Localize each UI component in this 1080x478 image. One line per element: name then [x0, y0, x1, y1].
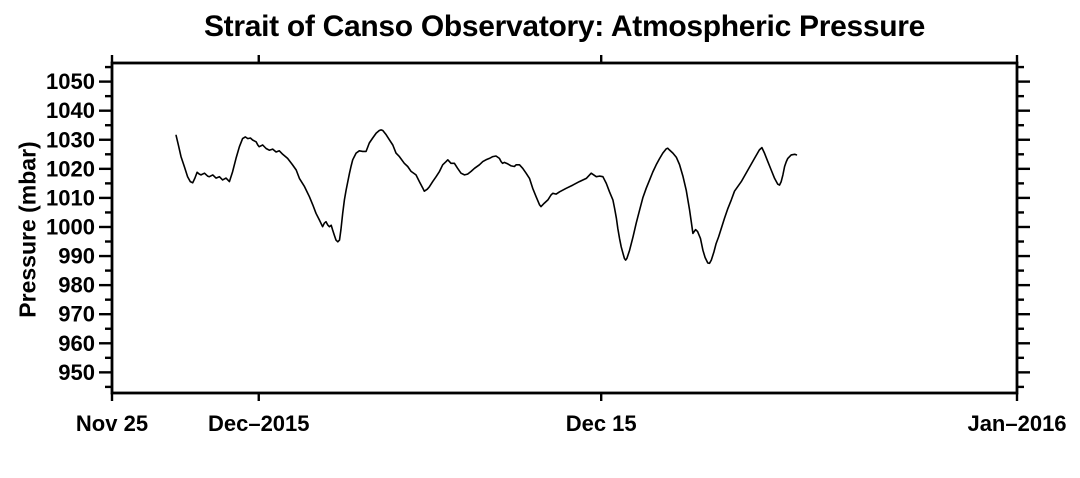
y-tick-label: 980: [58, 273, 95, 298]
x-tick-label: Jan–2016: [967, 411, 1066, 436]
x-tick-label: Nov 25: [76, 411, 148, 436]
y-tick-label: 970: [58, 302, 95, 327]
y-tick-label: 1050: [46, 69, 95, 94]
y-tick-label: 990: [58, 244, 95, 269]
y-tick-label: 1030: [46, 127, 95, 152]
chart-title: Strait of Canso Observatory: Atmospheric…: [203, 10, 926, 43]
y-tick-label: 1040: [46, 98, 95, 123]
y-tick-label: 1010: [46, 185, 95, 210]
x-tick-label: Dec–2015: [208, 411, 310, 436]
y-tick-label: 950: [58, 360, 95, 385]
pressure-series-line: [175, 129, 798, 265]
y-tick-label: 1020: [46, 156, 95, 181]
y-tick-label: 1000: [46, 214, 95, 239]
plot-frame: [110, 61, 1019, 395]
x-tick-label: Dec 15: [566, 411, 637, 436]
y-tick-label: 960: [58, 331, 95, 356]
